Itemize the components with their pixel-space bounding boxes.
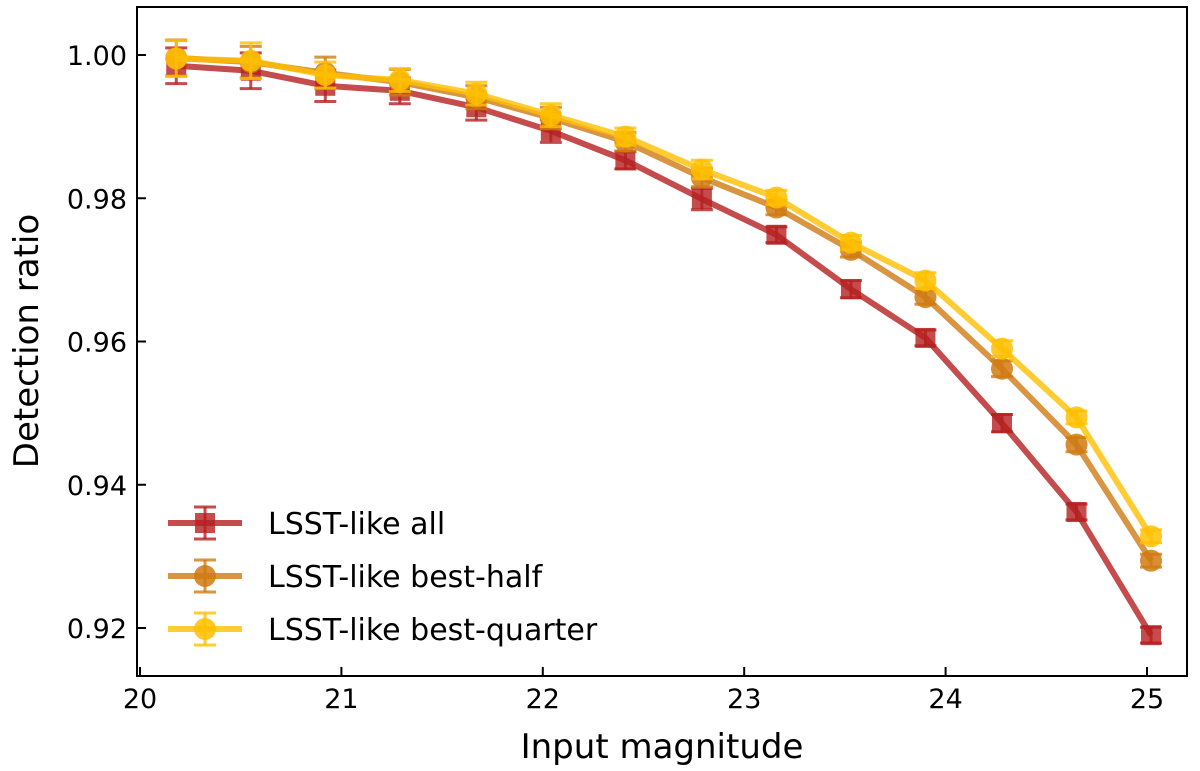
data-point bbox=[766, 224, 787, 245]
data-point bbox=[314, 64, 337, 87]
legend-label: LSST-like best-half bbox=[268, 560, 544, 595]
legend: LSST-like all LSST-like best-half LSST-lik… bbox=[168, 505, 598, 648]
x-tick-label: 22 bbox=[526, 684, 560, 715]
legend-entry: LSST-like best-half bbox=[168, 558, 544, 595]
x-tick-label: 25 bbox=[1130, 684, 1164, 715]
legend-entry: LSST-like all bbox=[168, 505, 445, 542]
y-tick-label: 0.92 bbox=[67, 614, 127, 645]
series-lsst-like-best-half bbox=[165, 38, 1163, 572]
y-tick-label: 0.98 bbox=[67, 184, 127, 215]
x-tick-label: 23 bbox=[727, 684, 761, 715]
data-point bbox=[194, 618, 216, 640]
series-lsst-like-best-quarter bbox=[165, 39, 1163, 548]
series-line bbox=[176, 55, 1154, 538]
data-point bbox=[1066, 501, 1087, 522]
series-line bbox=[176, 62, 1154, 637]
data-point bbox=[615, 150, 636, 171]
data-point bbox=[614, 125, 637, 148]
data-point bbox=[388, 69, 411, 92]
data-point bbox=[690, 158, 713, 181]
data-point bbox=[1140, 549, 1163, 572]
data-point bbox=[991, 413, 1012, 434]
data-point bbox=[539, 104, 562, 127]
data-point bbox=[691, 188, 712, 209]
data-point bbox=[840, 279, 861, 300]
data-point bbox=[765, 186, 788, 209]
x-tick-label: 24 bbox=[928, 684, 962, 715]
y-tick-label: 0.94 bbox=[67, 471, 127, 502]
y-axis-label: Detection ratio bbox=[7, 214, 47, 468]
legend-label: LSST-like all bbox=[268, 507, 445, 542]
y-tick-label: 1.00 bbox=[67, 41, 127, 72]
series-line bbox=[176, 54, 1154, 563]
data-point bbox=[1140, 525, 1163, 548]
data-point bbox=[239, 49, 262, 72]
data-point bbox=[194, 565, 216, 587]
x-tick-label: 21 bbox=[324, 684, 358, 715]
data-point bbox=[839, 231, 862, 254]
data-point bbox=[1065, 406, 1088, 429]
data-point bbox=[915, 327, 936, 348]
data-point bbox=[914, 286, 937, 309]
legend-entry: LSST-like best-quarter bbox=[168, 611, 598, 648]
legend-label: LSST-like best-quarter bbox=[268, 613, 598, 648]
y-tick-label: 0.96 bbox=[67, 328, 127, 359]
data-point bbox=[1141, 625, 1162, 646]
data-point bbox=[465, 82, 488, 105]
x-tick-label: 20 bbox=[123, 684, 157, 715]
data-point bbox=[1065, 433, 1088, 456]
data-point bbox=[195, 513, 215, 533]
data-point bbox=[990, 357, 1013, 380]
data-point bbox=[914, 269, 937, 292]
data-point bbox=[165, 47, 188, 70]
x-axis-label: Input magnitude bbox=[521, 727, 804, 767]
data-point bbox=[990, 337, 1013, 360]
